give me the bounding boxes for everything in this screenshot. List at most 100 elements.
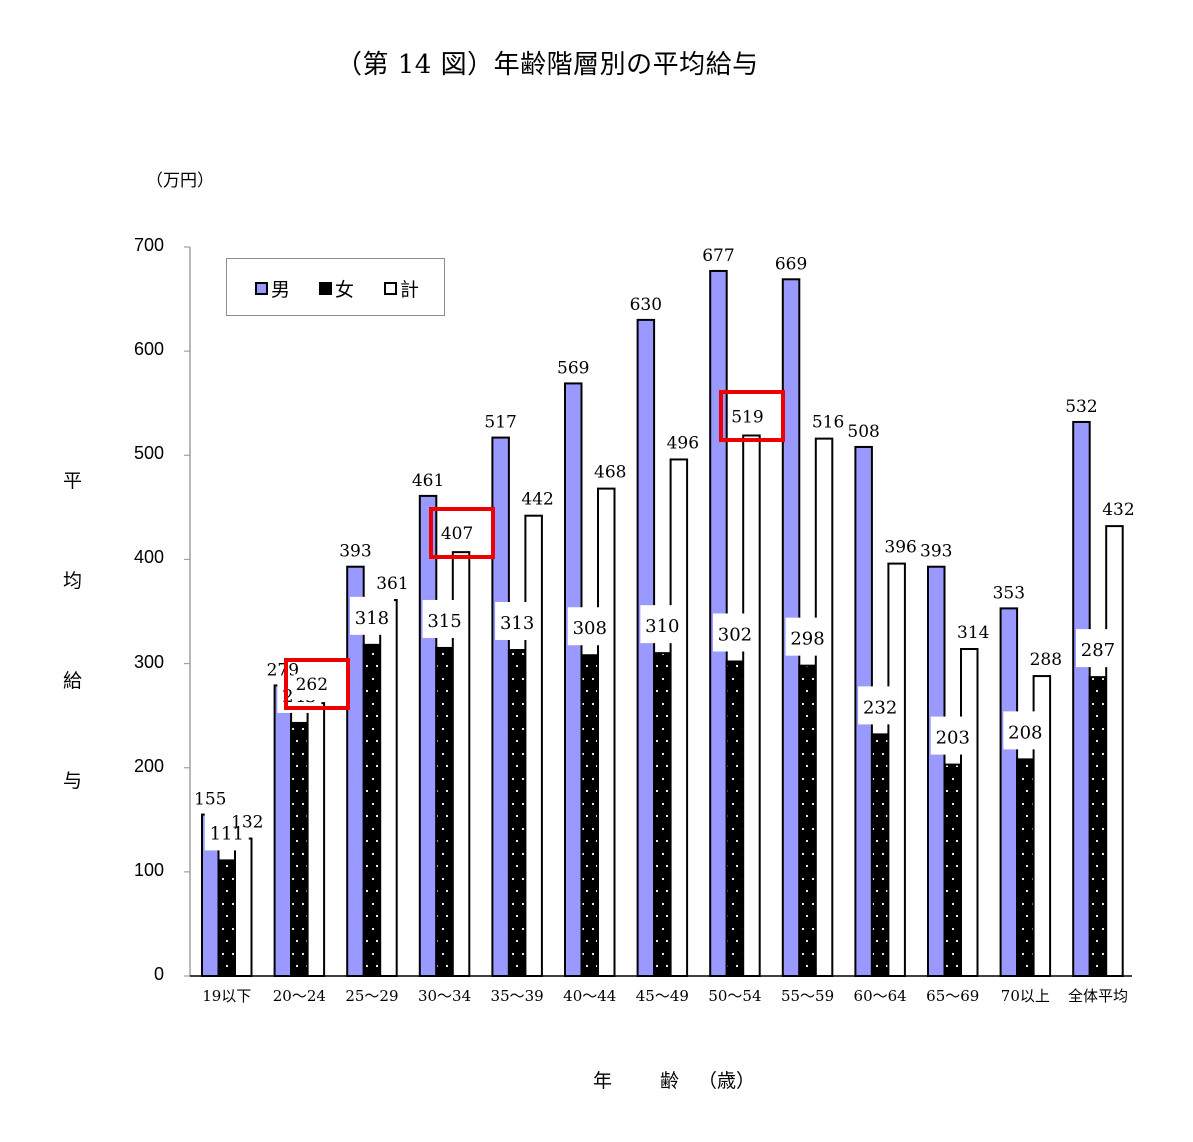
svg-text:279: 279 [267, 660, 299, 680]
svg-text:318: 318 [355, 608, 389, 629]
bar-計 [1032, 675, 1052, 977]
y-axis-label-char: 与 [63, 770, 83, 792]
svg-text:132: 132 [231, 813, 263, 833]
y-axis-tick-label: 600 [133, 339, 164, 360]
bar-計 [524, 514, 543, 978]
svg-text:155: 155 [194, 790, 226, 810]
y-axis-tick-label: 100 [133, 859, 164, 880]
svg-text:393: 393 [920, 542, 952, 562]
svg-text:442: 442 [521, 490, 553, 510]
bar-男 [1072, 420, 1091, 977]
svg-text:313: 313 [500, 613, 534, 634]
svg-text:60〜64: 60〜64 [854, 987, 907, 1005]
svg-text:461: 461 [412, 471, 444, 491]
svg-text:677: 677 [702, 246, 734, 266]
svg-text:517: 517 [484, 413, 516, 433]
y-axis-tick-label: 300 [133, 651, 164, 672]
svg-text:19以下: 19以下 [202, 987, 251, 1005]
svg-text:70以上: 70以上 [1001, 987, 1050, 1005]
svg-text:50〜54: 50〜54 [708, 987, 761, 1005]
svg-text:35〜39: 35〜39 [491, 987, 544, 1005]
bar-男 [418, 494, 438, 977]
bar-計 [742, 434, 761, 977]
svg-text:208: 208 [1008, 722, 1042, 743]
bar-女 [798, 664, 817, 977]
bar-女 [870, 733, 890, 977]
highlight-box [429, 507, 496, 560]
legend-swatch-icon [319, 282, 332, 295]
svg-text:310: 310 [645, 616, 679, 637]
legend-swatch-icon [384, 282, 397, 295]
svg-text:20〜24: 20〜24 [273, 987, 326, 1005]
bar-計 [379, 599, 398, 978]
y-axis-label-char: 均 [63, 570, 83, 592]
svg-text:298: 298 [790, 629, 824, 650]
svg-text:393: 393 [339, 542, 371, 562]
highlight-box [719, 390, 786, 443]
bar-計 [234, 837, 253, 977]
svg-text:302: 302 [718, 624, 752, 645]
svg-text:569: 569 [557, 358, 589, 378]
svg-text:287: 287 [1081, 640, 1115, 661]
svg-text:516: 516 [812, 413, 844, 433]
svg-text:30〜34: 30〜34 [418, 987, 471, 1005]
svg-text:262: 262 [296, 675, 328, 695]
svg-text:407: 407 [441, 524, 473, 544]
bar-男 [564, 382, 583, 978]
bar-女 [290, 721, 309, 977]
y-axis-tick-label: 400 [133, 547, 164, 568]
svg-text:203: 203 [936, 728, 970, 749]
svg-text:55〜59: 55〜59 [781, 987, 834, 1005]
svg-text:288: 288 [1030, 650, 1062, 670]
svg-text:40〜44: 40〜44 [563, 987, 616, 1005]
legend-item-total: 計 [384, 275, 419, 302]
bar-女 [217, 859, 236, 977]
bar-女 [653, 652, 672, 978]
chart-title: （第 14 図）年齢階層別の平均給与 [336, 50, 759, 80]
bar-女 [362, 643, 382, 978]
bar-男 [273, 684, 293, 977]
bar-男 [636, 318, 656, 977]
y-axis-tick-label: 700 [133, 235, 164, 255]
svg-text:669: 669 [775, 254, 807, 274]
svg-text:496: 496 [667, 433, 699, 453]
svg-text:353: 353 [993, 583, 1025, 603]
svg-text:232: 232 [863, 697, 897, 718]
svg-text:111: 111 [210, 823, 244, 844]
svg-text:468: 468 [594, 463, 626, 483]
legend-item-female: 女 [319, 275, 354, 302]
bar-男 [999, 607, 1019, 978]
legend-swatch-icon [255, 282, 268, 295]
bar-女 [580, 654, 599, 977]
x-axis-label-part: 年 [593, 1070, 613, 1092]
bar-計 [814, 437, 834, 977]
y-axis-unit-label: （万円） [146, 171, 214, 191]
data-labels: 1111551322432792623183933613154614073135… [194, 246, 1135, 851]
bar-男 [927, 565, 946, 977]
bar-計 [1105, 525, 1124, 977]
legend-item-male: 男 [255, 275, 290, 302]
svg-text:全体平均: 全体平均 [1068, 987, 1128, 1005]
svg-text:45〜49: 45〜49 [636, 987, 689, 1005]
svg-text:519: 519 [731, 407, 763, 427]
highlight-box [283, 658, 350, 711]
x-axis-label-part: 齢 [660, 1070, 680, 1092]
y-axis-tick-label: 200 [133, 755, 164, 776]
svg-text:25〜29: 25〜29 [345, 987, 398, 1005]
svg-text:508: 508 [847, 422, 879, 442]
svg-text:432: 432 [1102, 500, 1134, 520]
bar-計 [597, 487, 616, 977]
svg-text:361: 361 [376, 574, 408, 594]
svg-text:308: 308 [573, 618, 607, 639]
svg-text:396: 396 [884, 538, 916, 558]
bar-計 [669, 458, 689, 977]
svg-text:65〜69: 65〜69 [926, 987, 979, 1005]
y-axis-tick-label: 500 [133, 443, 164, 464]
x-axis-label-part: （歳） [698, 1070, 756, 1092]
bar-女 [507, 649, 527, 977]
bar-女 [725, 660, 745, 977]
bar-女 [1016, 758, 1035, 978]
bar-計 [960, 647, 979, 978]
bar-女 [943, 763, 962, 978]
